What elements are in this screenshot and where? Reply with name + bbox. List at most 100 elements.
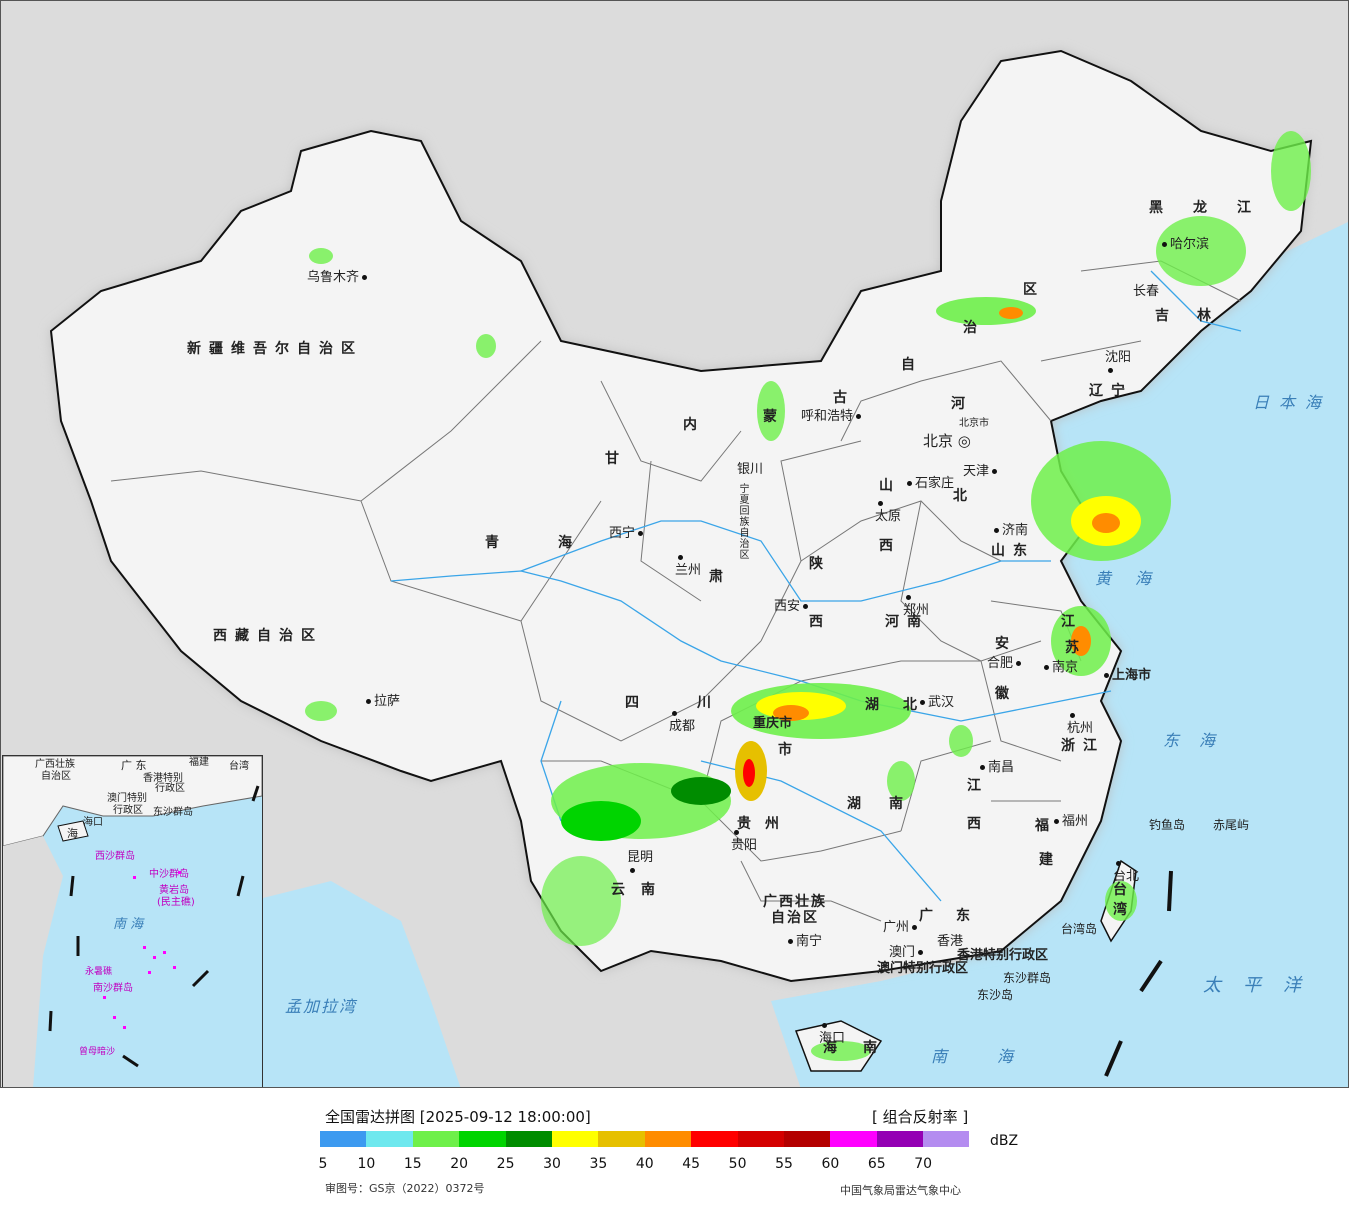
sea-east: 东海 (1163, 731, 1236, 750)
province-henan: 河南 (885, 614, 929, 630)
inset-taiwan: 台湾 (229, 761, 249, 772)
province-taiwan-a: 台 (1113, 882, 1135, 898)
city-hohhot: 呼和浩特 (801, 410, 864, 423)
city-xining: 西宁 (609, 527, 646, 540)
color-swatch (412, 1131, 460, 1147)
province-gansu-a: 甘 (605, 451, 627, 467)
city-fuzhou: 福州 (1051, 815, 1088, 828)
echo-cluster-chongqing (731, 683, 911, 801)
province-jiangsu-b: 苏 (1065, 640, 1087, 656)
island-chiwei: 赤尾屿 (1213, 818, 1250, 832)
south-china-sea-inset: 广西壮族 自治区 广 东 福建 台湾 香港特别 行政区 澳门特别 行政区 东沙群… (2, 755, 263, 1087)
city-taipei: 台北 (1113, 857, 1139, 883)
province-liaoning-b: 宁 (1111, 383, 1133, 399)
color-swatch (366, 1131, 413, 1147)
city-chengdu: 成都 (669, 707, 695, 733)
inset-hk: 香港特别 (143, 773, 183, 784)
radar-map: 乌鲁木齐 拉萨 西宁 兰州 银川 呼和浩特 北京 ◎ 北京市 天津 石家庄 太原… (0, 0, 1349, 1088)
province-shaanxi-a: 陕 (809, 556, 831, 572)
province-hebei-a: 河 (951, 396, 973, 412)
province-guangdong-b: 东 (956, 908, 978, 924)
province-anhui-b: 徽 (995, 686, 1017, 702)
legend-tick-label: 15 (403, 1156, 422, 1172)
province-gansu-b: 肃 (709, 569, 731, 585)
city-hefei: 合肥 (987, 657, 1024, 670)
province-xinjiang: 新疆维吾尔自治区 (187, 341, 363, 357)
province-hunan-a: 湖 (847, 796, 869, 812)
province-sichuan-b: 川 (697, 695, 719, 711)
island-diaoyu: 钓鱼岛 (1149, 818, 1186, 832)
inset-yongshu: 永暑礁 (85, 967, 113, 977)
province-ningxia: 宁夏回族自治区 (737, 483, 748, 560)
color-swatch (691, 1131, 738, 1147)
province-jiangsu-a: 江 (1061, 614, 1083, 630)
legend-tick-label: 70 (914, 1156, 933, 1172)
province-shandong: 山东 (991, 543, 1035, 559)
province-jilin-a: 吉 (1155, 308, 1177, 324)
province-hebei-b: 北 (953, 488, 975, 504)
inset-huangyan-b: (民主礁) (157, 897, 195, 908)
province-hubei-a: 湖 (865, 697, 887, 713)
sea-pacific: 太平洋 (1203, 975, 1323, 996)
province-yunnan-b: 南 (641, 882, 663, 898)
data-source-credit: 中国气象局雷达气象中心 (840, 1184, 961, 1197)
city-chongqing: 重庆市 (753, 716, 793, 731)
province-jiangxi-b: 西 (967, 816, 989, 832)
legend-tick-label: 20 (450, 1156, 469, 1172)
color-swatch (551, 1131, 599, 1147)
province-neimenggu-a: 内 (683, 417, 705, 433)
province-hainan-a: 海 (823, 1040, 845, 1056)
province-qinghai-b: 海 (558, 535, 580, 551)
city-nanjing: 南京 (1041, 661, 1078, 674)
province-tibet: 西藏自治区 (213, 628, 323, 644)
province-qinghai-a: 青 (485, 535, 507, 551)
province-anhui-a: 安 (995, 636, 1017, 652)
legend-tick-label: 5 (318, 1156, 328, 1172)
color-swatch (459, 1131, 506, 1147)
inset-dongsha: 东沙群岛 (153, 807, 193, 818)
city-nanchang: 南昌 (977, 761, 1014, 774)
city-beijing-small: 北京市 (959, 418, 989, 429)
province-borders (110, 260, 1242, 922)
color-swatch (737, 1131, 784, 1147)
inset-nansha: 南沙群岛 (93, 983, 133, 994)
radar-echoes (305, 131, 1311, 1061)
inset-macau-b: 行政区 (113, 805, 143, 816)
inset-hk-b: 行政区 (155, 783, 185, 794)
city-hangzhou: 杭州 (1067, 709, 1093, 735)
legend-tick-label: 35 (589, 1156, 608, 1172)
color-swatch (505, 1131, 552, 1147)
province-neimenggu-d: 自 (901, 357, 923, 373)
color-swatch (783, 1131, 831, 1147)
inset-macau: 澳门特别 (107, 793, 147, 804)
echo-cluster-shandong-sea (1031, 441, 1171, 561)
inset-nanhai: 南 海 (113, 917, 144, 932)
legend-tick-label: 55 (775, 1156, 793, 1172)
city-hongkong: 香港 (937, 934, 964, 949)
legend-panel: 全国雷达拼图 [2025-09-12 18:00:00] [ 组合反射率 ] d… (0, 1088, 1349, 1208)
boundary-dashes (1104, 870, 1173, 1077)
city-shenyang: 沈阳 (1105, 351, 1131, 377)
city-haikou: 海口 (819, 1019, 845, 1045)
city-lhasa: 拉萨 (363, 695, 400, 708)
legend-product: [ 组合反射率 ] (872, 1108, 969, 1126)
province-fujian-b: 建 (1039, 852, 1061, 868)
province-jilin-b: 林 (1197, 308, 1219, 324)
province-neimenggu-f: 区 (1023, 282, 1045, 298)
echo-cluster-southwest (541, 763, 731, 946)
color-swatch (923, 1131, 970, 1147)
legend-tick-label: 10 (357, 1156, 376, 1172)
city-kunming: 昆明 (627, 851, 653, 877)
province-guangxi-b: 自治区 (771, 910, 819, 926)
echo-cluster-northeast (936, 131, 1311, 325)
province-liaoning-a: 辽 (1089, 383, 1111, 399)
legend-tick-label: 50 (728, 1156, 747, 1172)
city-taiyuan: 太原 (875, 497, 901, 523)
province-hk-sar: 香港特别行政区 (957, 948, 1049, 963)
inset-huangyan: 黄岩岛 (159, 885, 189, 896)
city-wuhan: 武汉 (917, 696, 954, 709)
city-lanzhou: 兰州 (675, 551, 701, 577)
province-macau-sar: 澳门特别行政区 (877, 961, 969, 976)
city-xian: 西安 (774, 600, 811, 613)
city-tianjin: 天津 (963, 465, 1000, 478)
